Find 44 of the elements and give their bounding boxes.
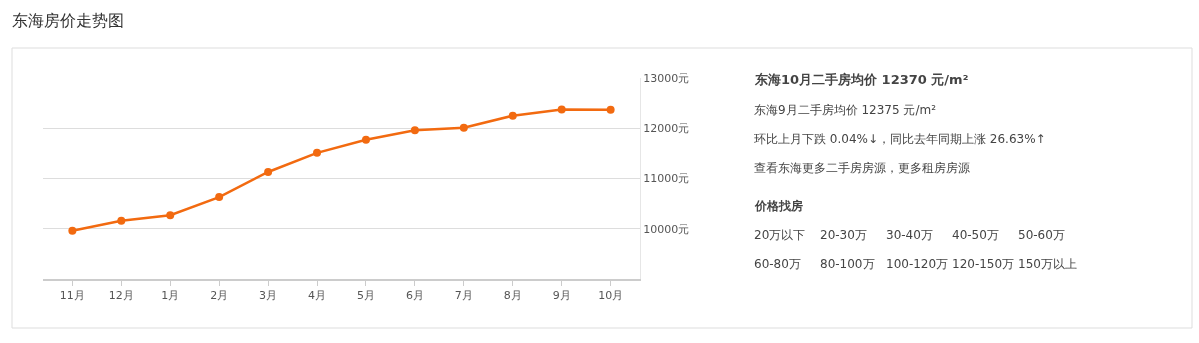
x-tick-label: 8月 (503, 289, 522, 303)
y-tick-label: 11000元 (643, 172, 690, 186)
text: 30-40万 (886, 228, 933, 242)
x-tick-label: 6月 (405, 289, 424, 303)
text: 50-60万 (1018, 228, 1065, 242)
point (68, 226, 77, 235)
y-tick-label: 12000元 (643, 122, 690, 136)
point (557, 105, 566, 114)
x-tick-label: 7月 (454, 289, 473, 303)
x-tick-label: 4月 (308, 289, 327, 303)
x-tick-label: 11月 (59, 289, 85, 303)
point (459, 123, 468, 132)
point (361, 135, 370, 144)
text: 20万以下 (754, 228, 806, 242)
x-tick-label: 3月 (259, 289, 278, 303)
x-tick-label: 10月 (598, 289, 624, 303)
point (508, 111, 517, 120)
point (166, 211, 175, 220)
text: 120-150万 (952, 257, 1015, 271)
point (606, 105, 615, 114)
x-tick-label: 5月 (356, 289, 375, 303)
text: 60-80万 (754, 257, 801, 271)
point (117, 216, 126, 225)
point (264, 167, 273, 176)
text: 20-30万 (820, 228, 867, 242)
text: 150万以上 (1018, 257, 1077, 271)
text: 80-100万 (820, 257, 875, 271)
text: 东海9月二手房均价 12375 元/m² (754, 103, 937, 117)
x-tick-label: 12月 (108, 289, 134, 303)
x-tick-label: 9月 (552, 289, 571, 303)
text: 40-50万 (952, 228, 999, 242)
y-tick-label: 13000元 (643, 71, 690, 85)
x-tick-label: 1月 (161, 289, 180, 303)
text: 价格找房 (754, 199, 803, 213)
point (313, 148, 322, 157)
point (410, 126, 419, 135)
x-tick-label: 2月 (210, 289, 229, 303)
text: 环比上月下跌 0.04%↓，同比去年同期上涨 26.63%↑ (754, 132, 1046, 146)
text: 东海10月二手房均价 12370 元/m² (754, 72, 969, 87)
y-tick-label: 10000元 (643, 222, 690, 236)
text: 查看东海更多二手房房源，更多租房房源 (754, 161, 970, 175)
point (215, 193, 224, 202)
text: 100-120万 (886, 257, 949, 271)
chart-title: 东海房价走势图 (12, 10, 124, 30)
